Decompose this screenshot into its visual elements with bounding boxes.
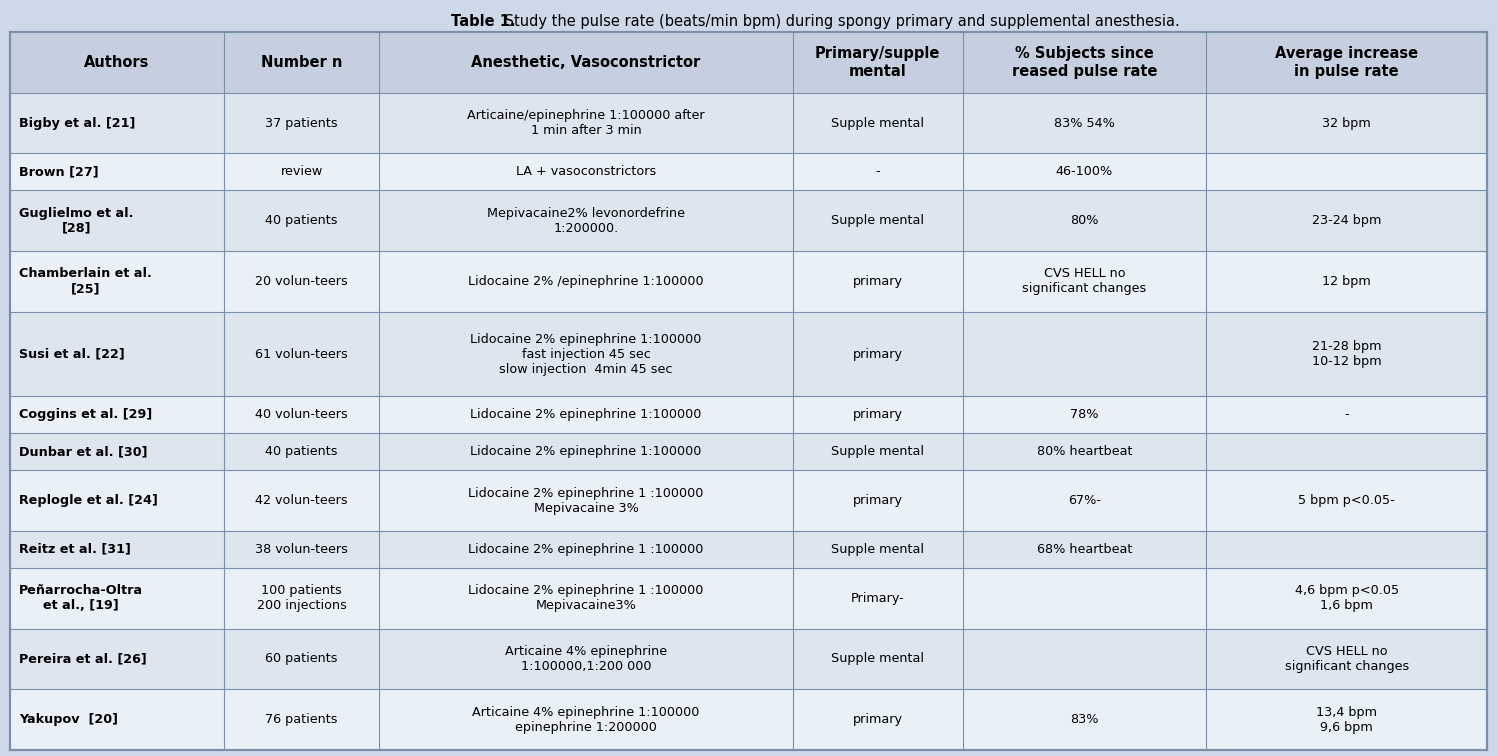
Bar	[10, 191, 1487, 251]
Text: 80%: 80%	[1070, 214, 1099, 228]
Text: Lidocaine 2% epinephrine 1:100000
fast injection 45 sec
slow injection  4min 45 : Lidocaine 2% epinephrine 1:100000 fast i…	[470, 333, 702, 376]
Text: LA + vasoconstrictors: LA + vasoconstrictors	[516, 166, 656, 178]
Text: -: -	[1344, 408, 1349, 421]
Text: primary: primary	[853, 275, 903, 288]
Bar	[10, 689, 1487, 750]
Bar	[10, 251, 1487, 311]
Text: Supple mental: Supple mental	[831, 652, 924, 665]
Text: Articaine 4% epinephrine
1:100000,1:200 000: Articaine 4% epinephrine 1:100000,1:200 …	[504, 645, 668, 673]
Text: 60 patients: 60 patients	[265, 652, 338, 665]
Text: Brown [27]: Brown [27]	[19, 166, 99, 178]
Text: 67%-: 67%-	[1067, 494, 1100, 507]
Text: 78%: 78%	[1070, 408, 1099, 421]
Text: Guglielmo et al.
[28]: Guglielmo et al. [28]	[19, 206, 133, 235]
Text: 42 volun-teers: 42 volun-teers	[256, 494, 347, 507]
Text: Peñarrocha-Oltra
et al., [19]: Peñarrocha-Oltra et al., [19]	[19, 584, 144, 612]
Text: 83%: 83%	[1070, 713, 1099, 727]
Text: 38 volun-teers: 38 volun-teers	[256, 543, 349, 556]
Text: Bigby et al. [21]: Bigby et al. [21]	[19, 116, 135, 129]
Text: Lidocaine 2% epinephrine 1 :100000
Mepivacaine3%: Lidocaine 2% epinephrine 1 :100000 Mepiv…	[469, 584, 704, 612]
Text: Lidocaine 2% /epinephrine 1:100000: Lidocaine 2% /epinephrine 1:100000	[469, 275, 704, 288]
Text: 100 patients
200 injections: 100 patients 200 injections	[257, 584, 347, 612]
Text: Pereira et al. [26]: Pereira et al. [26]	[19, 652, 147, 665]
Text: Supple mental: Supple mental	[831, 445, 924, 458]
Text: 76 patients: 76 patients	[265, 713, 338, 727]
Bar	[10, 531, 1487, 568]
Text: Average increase
in pulse rate: Average increase in pulse rate	[1275, 46, 1418, 79]
Text: CVS HELL no
significant changes: CVS HELL no significant changes	[1022, 268, 1147, 296]
Text: 80% heartbeat: 80% heartbeat	[1037, 445, 1132, 458]
Text: -: -	[876, 166, 880, 178]
Text: Reitz et al. [31]: Reitz et al. [31]	[19, 543, 130, 556]
Text: 40 patients: 40 patients	[265, 214, 338, 228]
Text: primary: primary	[853, 408, 903, 421]
Text: Articaine 4% epinephrine 1:100000
epinephrine 1:200000: Articaine 4% epinephrine 1:100000 epinep…	[473, 705, 699, 733]
Text: 40 patients: 40 patients	[265, 445, 338, 458]
Text: Study the pulse rate (beats/min bpm) during spongy primary and supplemental anes: Study the pulse rate (beats/min bpm) dur…	[500, 14, 1180, 29]
Text: Lidocaine 2% epinephrine 1 :100000
Mepivacaine 3%: Lidocaine 2% epinephrine 1 :100000 Mepiv…	[469, 487, 704, 515]
Text: Lidocaine 2% epinephrine 1:100000: Lidocaine 2% epinephrine 1:100000	[470, 445, 702, 458]
Text: primary: primary	[853, 494, 903, 507]
Text: Articaine/epinephrine 1:100000 after
1 min after 3 min: Articaine/epinephrine 1:100000 after 1 m…	[467, 109, 705, 137]
Bar	[10, 32, 1487, 93]
Text: Mepivacaine2% levonordefrine
1:200000.: Mepivacaine2% levonordefrine 1:200000.	[487, 206, 686, 235]
Text: 13,4 bpm
9,6 bpm: 13,4 bpm 9,6 bpm	[1316, 705, 1377, 733]
Bar	[10, 311, 1487, 396]
Bar	[10, 153, 1487, 191]
Text: 40 volun-teers: 40 volun-teers	[256, 408, 349, 421]
Text: Replogle et al. [24]: Replogle et al. [24]	[19, 494, 157, 507]
Text: review: review	[280, 166, 323, 178]
Text: 5 bpm p<0.05-: 5 bpm p<0.05-	[1298, 494, 1395, 507]
Bar	[10, 433, 1487, 470]
Text: Number n: Number n	[260, 55, 343, 70]
Text: 68% heartbeat: 68% heartbeat	[1037, 543, 1132, 556]
Text: Supple mental: Supple mental	[831, 214, 924, 228]
Text: 83% 54%: 83% 54%	[1054, 116, 1115, 129]
Text: 37 patients: 37 patients	[265, 116, 338, 129]
Text: Authors: Authors	[84, 55, 150, 70]
Text: 61 volun-teers: 61 volun-teers	[256, 348, 349, 361]
Text: Supple mental: Supple mental	[831, 543, 924, 556]
Text: Coggins et al. [29]: Coggins et al. [29]	[19, 408, 153, 421]
Text: 20 volun-teers: 20 volun-teers	[256, 275, 349, 288]
Text: Primary/supple
mental: Primary/supple mental	[814, 46, 940, 79]
Bar	[10, 470, 1487, 531]
Text: Susi et al. [22]: Susi et al. [22]	[19, 348, 124, 361]
Text: Table 1.: Table 1.	[451, 14, 515, 29]
Text: primary: primary	[853, 348, 903, 361]
Bar	[10, 93, 1487, 153]
Text: primary: primary	[853, 713, 903, 727]
Text: % Subjects since
reased pulse rate: % Subjects since reased pulse rate	[1012, 46, 1157, 79]
Text: Lidocaine 2% epinephrine 1 :100000: Lidocaine 2% epinephrine 1 :100000	[469, 543, 704, 556]
Text: Supple mental: Supple mental	[831, 116, 924, 129]
Text: 32 bpm: 32 bpm	[1322, 116, 1371, 129]
Text: CVS HELL no
significant changes: CVS HELL no significant changes	[1284, 645, 1409, 673]
Text: Primary-: Primary-	[850, 592, 904, 605]
Text: Dunbar et al. [30]: Dunbar et al. [30]	[19, 445, 148, 458]
Text: Anesthetic, Vasoconstrictor: Anesthetic, Vasoconstrictor	[472, 55, 701, 70]
Text: 23-24 bpm: 23-24 bpm	[1311, 214, 1382, 228]
Text: Yakupov  [20]: Yakupov [20]	[19, 713, 118, 727]
Text: 4,6 bpm p<0.05
1,6 bpm: 4,6 bpm p<0.05 1,6 bpm	[1295, 584, 1398, 612]
Text: 46-100%: 46-100%	[1055, 166, 1114, 178]
Text: Lidocaine 2% epinephrine 1:100000: Lidocaine 2% epinephrine 1:100000	[470, 408, 702, 421]
Text: 12 bpm: 12 bpm	[1322, 275, 1371, 288]
Bar	[10, 396, 1487, 433]
Bar	[10, 568, 1487, 628]
Text: Chamberlain et al.
[25]: Chamberlain et al. [25]	[19, 268, 151, 296]
Text: 21-28 bpm
10-12 bpm: 21-28 bpm 10-12 bpm	[1311, 340, 1382, 368]
Bar	[10, 628, 1487, 689]
